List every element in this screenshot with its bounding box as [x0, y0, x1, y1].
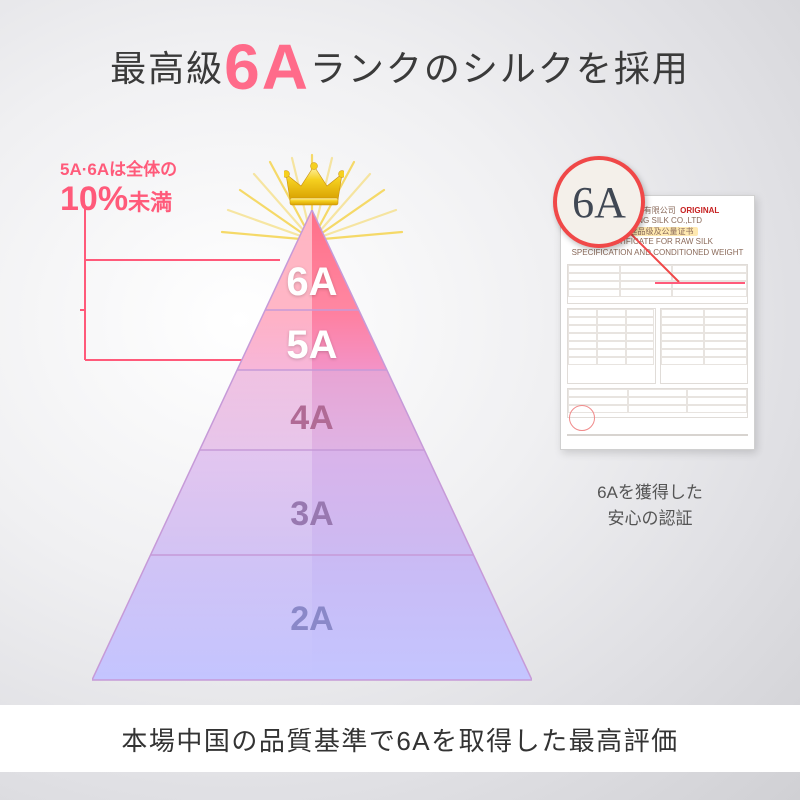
magnifier-icon: 6A: [553, 156, 645, 248]
headline-post: ランクのシルクを採用: [310, 48, 690, 89]
headline-highlight: 6A: [224, 31, 310, 103]
magnifier-underline: [655, 282, 745, 284]
crown-icon: [284, 160, 344, 210]
magnifier-value: 6A: [572, 177, 626, 228]
magnifier-leader-line: [629, 232, 684, 287]
footer-text: 本場中国の品質基準で6Aを取得した最高評価: [0, 705, 800, 772]
pyramid-shape: [92, 210, 532, 685]
headline-pre: 最高級: [110, 48, 224, 89]
certificate-caption: 6Aを獲得した 安心の認証: [550, 480, 750, 531]
certificate: 海海適宝丝網有限公司 ORIGINAL HAITONG SILK CO.,LTD…: [545, 160, 755, 440]
headline: 最高級6Aランクのシルクを採用: [0, 0, 800, 104]
pyramid: 6A 5A 4A 3A 2A: [92, 155, 532, 685]
